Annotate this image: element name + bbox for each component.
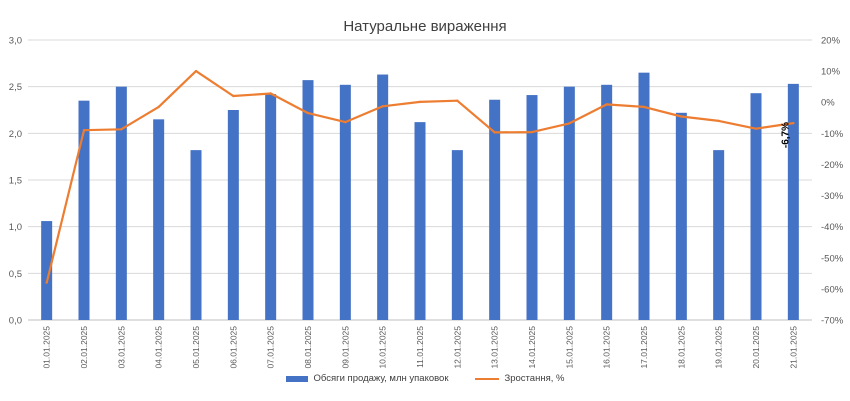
legend-label-sales: Обсяги продажу, млн упаковок (313, 373, 449, 384)
x-tick-label: 03.01.2025 (116, 326, 126, 369)
y-right-tick-label: -70% (821, 316, 844, 327)
legend: Обсяги продажу, млн упаковок Зростання, … (0, 373, 850, 384)
x-tick-label: 16.01.2025 (602, 326, 612, 369)
bar (601, 84, 613, 320)
bar (451, 150, 463, 320)
growth-point (120, 128, 123, 131)
y-right-tick-label: -40% (821, 222, 844, 233)
legend-item-sales: Обсяги продажу, млн упаковок (285, 373, 449, 384)
x-tick-label: 21.01.2025 (788, 326, 798, 369)
bar (377, 74, 389, 321)
growth-point (45, 281, 48, 284)
growth-point (717, 119, 720, 123)
data-label: -6,7% (780, 122, 791, 148)
x-tick-label: 01.01.2025 (42, 326, 52, 369)
x-tick-label: 15.01.2025 (564, 326, 574, 369)
legend-label-growth: Зростання, % (504, 373, 565, 384)
y-right-tick-label: -30% (821, 191, 844, 202)
y-right-tick-label: 0% (821, 98, 835, 109)
growth-point (680, 115, 683, 118)
bar (713, 150, 725, 320)
y-right-tick-label: 20% (821, 36, 841, 47)
x-tick-label: 10.01.2025 (378, 326, 388, 369)
x-tick-label: 17.01.2025 (639, 326, 649, 369)
growth-point (194, 69, 198, 73)
x-tick-label: 18.01.2025 (676, 326, 686, 369)
legend-item-growth: Зростання, % (474, 373, 565, 384)
growth-point (381, 105, 384, 108)
y-right-tick-label: 10% (821, 67, 841, 78)
legend-swatch-growth (474, 377, 499, 380)
growth-point (306, 111, 310, 115)
bar (302, 80, 314, 320)
y-right-tick-label: -10% (821, 129, 844, 140)
x-tick-label: 04.01.2025 (154, 326, 164, 369)
growth-point (792, 121, 795, 125)
bar (787, 83, 799, 320)
bar (78, 100, 90, 321)
growth-point (269, 92, 272, 95)
growth-point (344, 120, 347, 124)
x-tick-label: 05.01.2025 (191, 326, 201, 369)
bar (489, 99, 501, 320)
bar (750, 93, 762, 320)
x-tick-label: 11.01.2025 (415, 326, 425, 368)
bar (563, 86, 575, 321)
y-right-tick-label: -50% (821, 253, 844, 264)
bar (675, 112, 687, 320)
x-tick-label: 06.01.2025 (228, 326, 238, 369)
growth-point (418, 100, 422, 104)
bar (41, 221, 53, 320)
bar (190, 150, 202, 320)
growth-point (530, 130, 534, 134)
growth-point (82, 129, 86, 132)
growth-point (605, 103, 608, 106)
y-right-tick-label: -60% (821, 284, 844, 295)
chart-title: Натуральне вираження (343, 18, 507, 35)
bar (638, 72, 650, 321)
growth-point (232, 94, 235, 98)
y-left-tick-label: 2,5 (9, 82, 22, 93)
growth-point (754, 127, 758, 130)
x-tick-label: 07.01.2025 (266, 326, 276, 369)
y-left-tick-label: 2,0 (9, 129, 22, 140)
y-right-tick-label: -20% (821, 160, 844, 171)
x-tick-label: 12.01.2025 (452, 326, 462, 369)
x-tick-label: 20.01.2025 (751, 326, 761, 369)
x-tick-label: 19.01.2025 (714, 326, 724, 369)
growth-point (493, 131, 496, 134)
y-left-tick-label: 3,0 (9, 36, 22, 47)
x-tick-label: 08.01.2025 (303, 326, 313, 369)
bar (265, 94, 277, 320)
x-tick-label: 14.01.2025 (527, 326, 537, 369)
y-left-tick-label: 1,0 (9, 222, 22, 233)
growth-point (568, 122, 571, 125)
growth-point (642, 105, 646, 109)
y-left-tick-label: 1,5 (9, 176, 22, 187)
bar (227, 110, 239, 320)
y-left-tick-label: 0,5 (9, 269, 22, 280)
bar (339, 84, 351, 320)
growth-point (456, 99, 459, 102)
bar (115, 86, 127, 321)
bar (153, 119, 165, 320)
legend-swatch-sales (285, 375, 308, 382)
growth-point (157, 105, 160, 109)
y-left-tick-label: 0,0 (9, 316, 22, 327)
bar (526, 95, 538, 320)
x-tick-label: 13.01.2025 (490, 326, 500, 369)
bar (414, 122, 426, 320)
x-tick-label: 02.01.2025 (79, 326, 89, 369)
x-tick-label: 09.01.2025 (340, 326, 350, 369)
